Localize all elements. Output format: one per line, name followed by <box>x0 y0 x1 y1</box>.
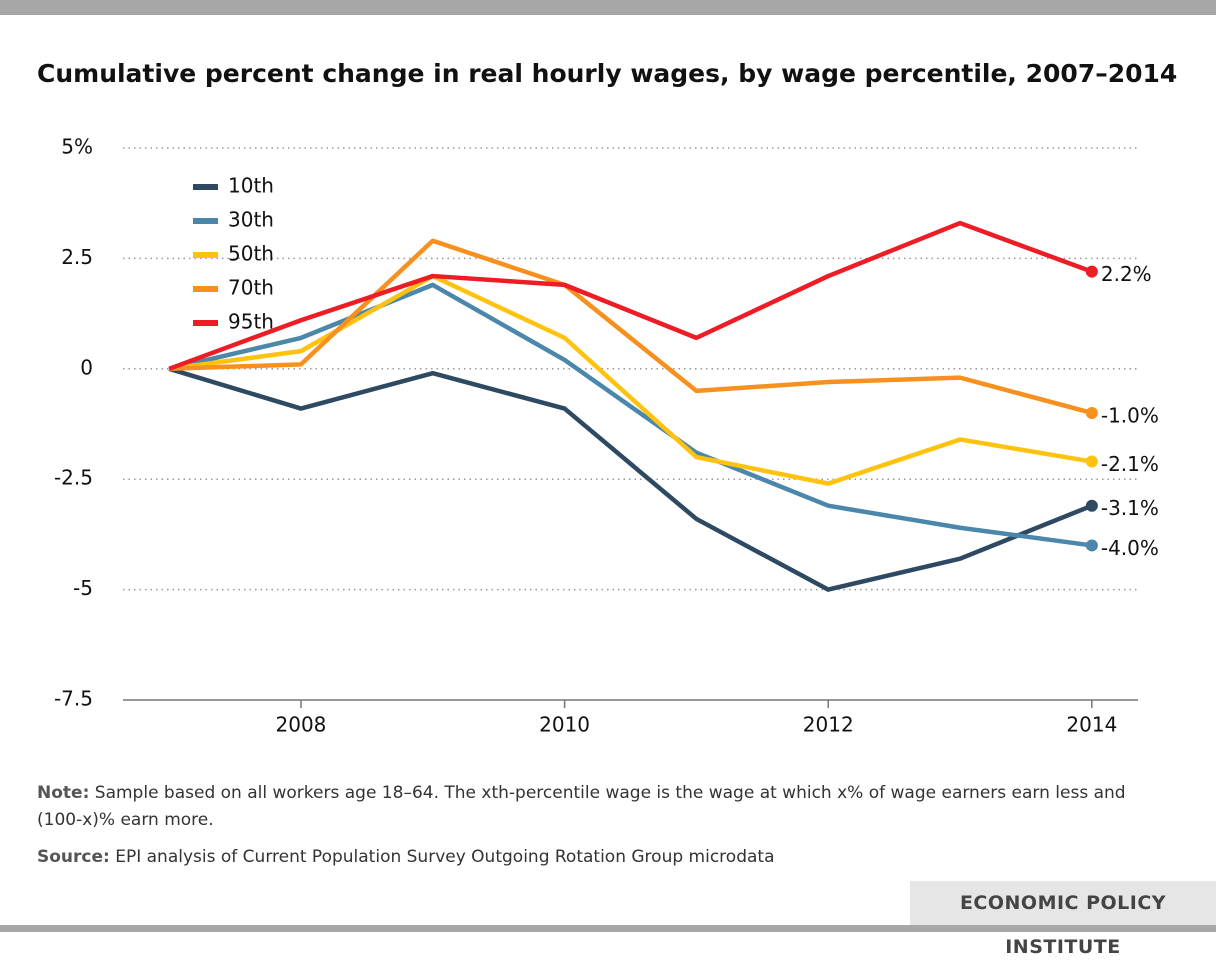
x-tick-label: 2012 <box>803 713 854 737</box>
y-tick-label: -2.5 <box>54 466 93 490</box>
brand-box: ECONOMIC POLICY INSTITUTE <box>910 881 1216 958</box>
end-dot <box>1085 539 1098 552</box>
value-label: -3.1% <box>1101 496 1159 520</box>
legend-label: 95th <box>228 310 274 334</box>
y-tick-label: -5 <box>73 576 93 600</box>
legend-label: 70th <box>228 276 274 300</box>
series-line <box>169 238 1093 416</box>
value-label: -2.1% <box>1101 452 1159 476</box>
series-line <box>168 273 1093 486</box>
x-tick-label: 2014 <box>1066 713 1117 737</box>
y-tick-label: 5% <box>61 135 93 159</box>
series-line <box>168 366 1093 592</box>
top-bar <box>0 0 1216 15</box>
legend-label: 30th <box>228 208 274 232</box>
value-label: 2.2% <box>1101 262 1152 286</box>
legend-swatch <box>193 286 218 292</box>
legend-swatch <box>193 320 218 326</box>
end-dot <box>1085 406 1098 419</box>
source-label: Source: <box>37 847 110 867</box>
legend-label: 10th <box>228 174 274 198</box>
end-dot <box>1085 499 1098 512</box>
end-dot <box>1085 455 1098 468</box>
note-text: Sample based on all workers age 18–64. T… <box>37 783 1126 830</box>
legend-swatch <box>193 184 218 190</box>
value-label: -1.0% <box>1101 403 1159 427</box>
source: Source: EPI analysis of Current Populati… <box>37 844 1167 871</box>
end-dot <box>1085 265 1098 278</box>
note: Note: Sample based on all workers age 18… <box>37 780 1167 834</box>
note-label: Note: <box>37 783 90 803</box>
series-line <box>168 220 1093 371</box>
y-tick-label: 2.5 <box>61 245 93 269</box>
legend-swatch <box>193 218 218 224</box>
bottom-bar <box>0 925 1216 932</box>
y-tick-label: -7.5 <box>54 687 93 711</box>
source-text: EPI analysis of Current Population Surve… <box>115 847 775 867</box>
chart-title: Cumulative percent change in real hourly… <box>37 59 1177 88</box>
legend-label: 50th <box>228 242 274 266</box>
chart: Cumulative percent change in real hourly… <box>37 59 1177 737</box>
series-line <box>168 282 1093 548</box>
y-tick-label: 0 <box>80 355 93 379</box>
x-tick-label: 2010 <box>539 713 590 737</box>
x-tick-label: 2008 <box>276 713 327 737</box>
value-label: -4.0% <box>1101 536 1159 560</box>
legend-swatch <box>193 252 218 258</box>
